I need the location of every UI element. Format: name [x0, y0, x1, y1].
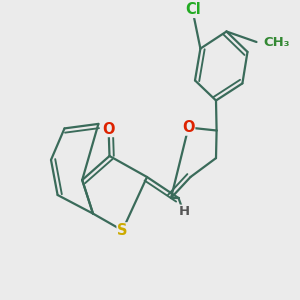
Text: S: S — [117, 223, 128, 238]
Text: O: O — [182, 120, 195, 135]
Text: CH₃: CH₃ — [263, 35, 290, 49]
Text: H: H — [178, 205, 190, 218]
Text: O: O — [102, 122, 115, 136]
Text: Cl: Cl — [185, 2, 201, 17]
